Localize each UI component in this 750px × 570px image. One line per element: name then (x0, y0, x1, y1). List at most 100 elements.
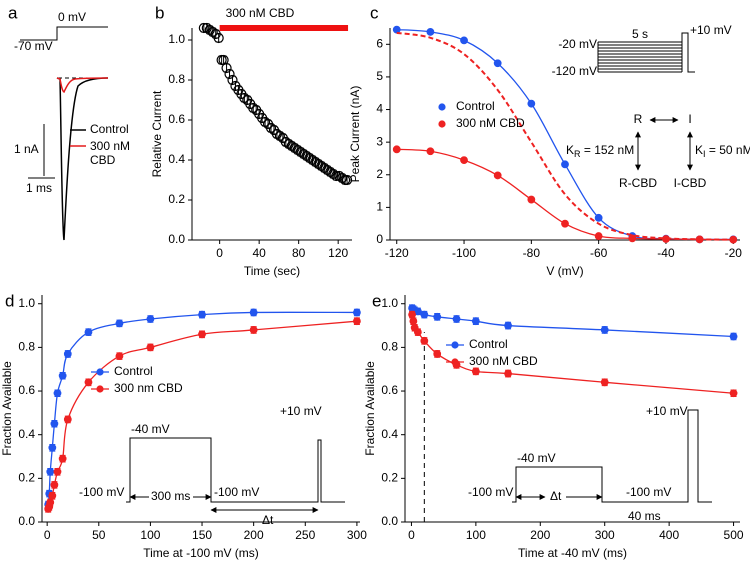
constant-subscript: I (703, 149, 706, 159)
x-tick-label: 0 (408, 528, 415, 542)
inset-label: +10 mV (280, 404, 322, 418)
constant-symbol: K (566, 143, 574, 157)
inset-label: R (634, 112, 643, 126)
series-line (411, 314, 734, 394)
x-tick-label: 40 (252, 246, 266, 260)
x-tick-label: 200 (244, 528, 264, 542)
data-point (493, 171, 502, 180)
x-tick-label: 250 (295, 528, 315, 542)
data-point (426, 28, 435, 36)
data-point (48, 491, 57, 500)
data-point (392, 145, 401, 154)
data-point (249, 308, 258, 317)
constant-symbol: K (695, 143, 703, 157)
y-axis-label: Fraction Available (0, 361, 14, 456)
data-point (48, 443, 57, 452)
inset-label: -20 mV (558, 37, 597, 51)
data-point (207, 26, 218, 38)
x-tick-label: 400 (659, 528, 679, 542)
data-point (115, 319, 124, 328)
series-line (396, 28, 734, 241)
y-tick-label: 0.4 (381, 427, 398, 441)
data-point (504, 369, 512, 378)
panel-label: e (372, 291, 381, 310)
y-tick-label: 1 (376, 200, 383, 214)
y-tick-label: 0.0 (18, 514, 35, 528)
y-tick-label: 0 (376, 232, 383, 246)
y-tick-label: 0.4 (18, 427, 35, 441)
data-point (328, 168, 339, 180)
y-tick-label: 3 (376, 134, 383, 148)
protocol-label: 0 mV (58, 10, 86, 24)
data-point (239, 92, 250, 104)
inset-label: -100 mV (79, 485, 124, 499)
y-tick-label: 0.8 (18, 340, 35, 354)
panel-label: b (155, 3, 164, 22)
x-tick-label: -100 (452, 246, 476, 260)
inset-label: 300 ms (151, 489, 190, 503)
data-point (729, 389, 738, 398)
legend-label: 300 nM CBD (469, 354, 538, 368)
data-point (46, 498, 55, 507)
panel-label: c (370, 3, 379, 22)
x-axis-label: Time (sec) (244, 264, 300, 278)
data-point (249, 326, 258, 334)
data-point (409, 317, 418, 326)
y-tick-label: 0.6 (168, 112, 185, 126)
inset-label: I-CBD (674, 176, 707, 190)
inset-label: I (688, 112, 691, 126)
cbd-trace (56, 77, 109, 94)
x-tick-label: 200 (530, 528, 550, 542)
y-tick-label: 6 (376, 36, 383, 50)
x-tick-label: 100 (140, 528, 160, 542)
data-point (63, 415, 72, 424)
x-tick-label: -80 (523, 246, 541, 260)
x-tick-label: -60 (590, 246, 608, 260)
data-point (248, 102, 259, 114)
x-tick-label: -20 (725, 246, 743, 260)
legend-label: 300 nM CBD (90, 139, 131, 167)
y-tick-label: 2 (376, 167, 383, 181)
data-point (471, 367, 480, 376)
legend-marker (96, 368, 104, 376)
x-tick-label: 120 (328, 246, 348, 260)
data-point (53, 467, 62, 476)
data-point (420, 310, 429, 319)
data-point (392, 25, 401, 34)
legend-marker (451, 358, 459, 366)
x-tick-label: 100 (466, 528, 486, 542)
inset-label: R-CBD (619, 176, 657, 190)
inset-label: -40 mV (517, 451, 556, 465)
series-line (411, 307, 734, 338)
legend-marker (438, 103, 446, 111)
constant-text: = 152 nM (581, 143, 635, 157)
data-point (561, 219, 569, 228)
inset-label: 40 ms (628, 509, 661, 523)
data-point (460, 156, 468, 164)
data-point (213, 32, 224, 44)
scale-label: 1 ms (26, 181, 52, 195)
data-point (265, 122, 277, 134)
legend-label: 300 nM CBD (456, 116, 525, 130)
data-point (146, 315, 155, 323)
data-point (50, 480, 59, 489)
data-point (493, 59, 502, 68)
x-axis-label: Time at -40 mV (ms) (518, 546, 627, 560)
data-point (198, 330, 206, 339)
fit-curve (396, 31, 734, 241)
data-point (433, 350, 442, 358)
data-point (224, 68, 235, 80)
data-point (50, 419, 59, 428)
data-point (527, 99, 536, 108)
inset-label: -40 mV (131, 422, 170, 436)
data-point (420, 336, 429, 345)
inset-label: +10 mV (690, 23, 732, 37)
panel-label: d (5, 291, 14, 310)
data-point (433, 312, 442, 321)
y-axis-label: Peak Current (nA) (348, 86, 362, 183)
data-point (594, 213, 603, 222)
data-point (353, 308, 361, 317)
scale-label: 1 nA (14, 142, 39, 156)
protocol-shape (126, 437, 345, 503)
